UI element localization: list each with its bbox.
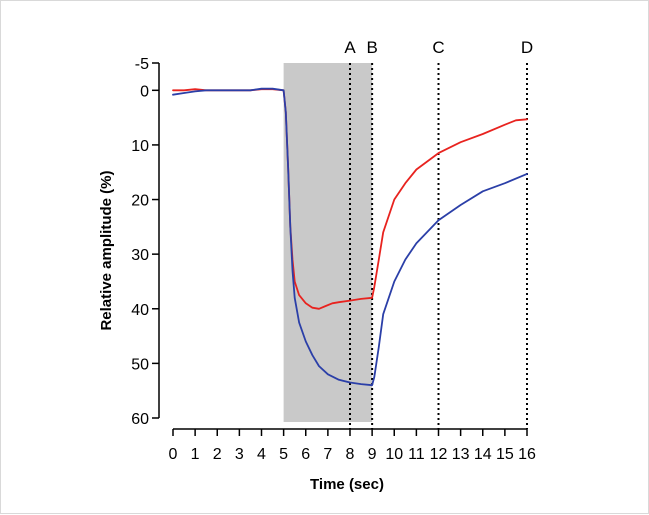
- y-tick-label: 10: [131, 138, 149, 155]
- x-axis-title: Time (sec): [310, 476, 384, 493]
- series-line-2: [172, 87, 528, 387]
- x-tick-label: 15: [496, 446, 514, 463]
- x-tick-label: 0: [169, 446, 178, 463]
- y-tick-label: 60: [131, 411, 149, 428]
- x-tick-label: 1: [191, 446, 200, 463]
- x-tick-label: 4: [257, 446, 266, 463]
- x-tick-label: 8: [346, 446, 355, 463]
- x-tick-label: 3: [235, 446, 244, 463]
- x-tick-label: 13: [452, 446, 470, 463]
- marker-label-d: D: [521, 38, 533, 57]
- x-tick-label: 16: [518, 446, 536, 463]
- marker-label-a: A: [344, 38, 356, 57]
- x-tick-label: 7: [323, 446, 332, 463]
- x-tick-label: 12: [430, 446, 448, 463]
- marker-label-b: B: [366, 38, 377, 57]
- x-tick-label: 2: [213, 446, 222, 463]
- x-tick-label: 14: [474, 446, 492, 463]
- y-tick-label: 20: [131, 193, 149, 210]
- y-tick-label: 0: [140, 83, 149, 100]
- x-tick-label: 10: [385, 446, 403, 463]
- y-tick-label: 30: [131, 247, 149, 264]
- x-tick-label: 11: [408, 446, 425, 463]
- x-tick-label: 5: [279, 446, 288, 463]
- y-axis-title: Relative amplitude (%): [98, 170, 115, 330]
- x-tick-label: 9: [368, 446, 377, 463]
- shaded-interval: [283, 63, 373, 422]
- x-tick-label: 6: [301, 446, 310, 463]
- marker-label-c: C: [432, 38, 444, 57]
- y-tick-label: -5: [135, 56, 149, 73]
- y-tick-label: 40: [131, 302, 149, 319]
- y-tick-label: 50: [131, 356, 149, 373]
